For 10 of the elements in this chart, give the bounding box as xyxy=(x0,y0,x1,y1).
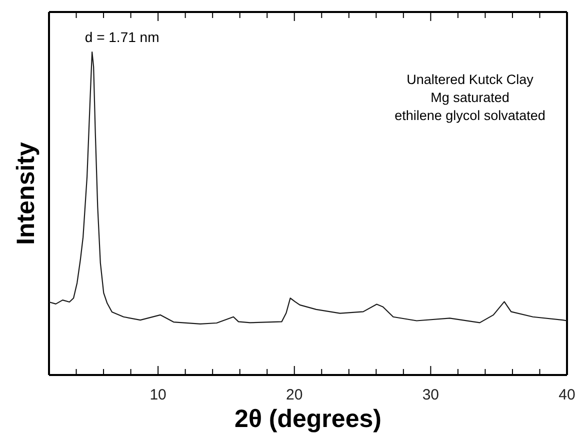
annotation: d = 1.71 nm xyxy=(84,29,160,45)
y-axis-title: Intensity xyxy=(12,142,40,245)
annotation: ethilene glycol solvatated xyxy=(394,108,546,123)
x-axis-title: 2θ (degrees) xyxy=(234,405,382,433)
x-tick-label: 20 xyxy=(286,386,303,404)
x-tick-label: 10 xyxy=(150,386,166,404)
annotation: Mg saturated xyxy=(430,90,510,105)
x-tick-label: 40 xyxy=(558,386,576,404)
annotation: Unaltered Kutck Clay xyxy=(406,72,534,87)
x-tick-label: 30 xyxy=(422,386,440,404)
